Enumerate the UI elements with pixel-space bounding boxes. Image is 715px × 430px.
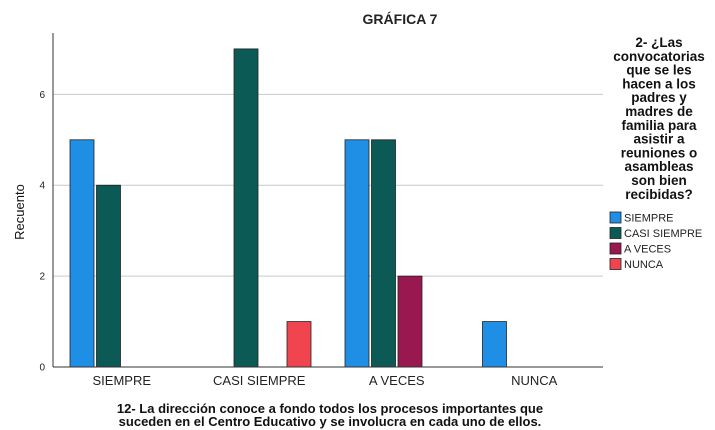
legend-title-line: recibidas?	[625, 187, 693, 202]
legend-title-line: son bien	[631, 173, 687, 188]
y-tick-label: 0	[39, 363, 45, 374]
y-tick-label: 2	[39, 272, 45, 283]
bar-a-veces-a-veces	[397, 275, 423, 368]
legend-entry-label: A VECES	[624, 244, 671, 256]
bar-siempre-nunca	[482, 321, 507, 368]
legend-title-line: convocatorias	[613, 49, 705, 64]
legend-title-line: hacen a los	[622, 76, 696, 91]
axes	[52, 33, 603, 368]
bar-siempre-a-veces	[344, 139, 370, 368]
legend-title-line: asambleas	[624, 159, 693, 174]
legend-title-line: padres y	[631, 90, 687, 105]
bar-casi-siempre-casi-siempre	[233, 48, 259, 368]
x-axis-label: 12- La dirección conoce a fondo todos lo…	[117, 401, 543, 429]
legend-entry-label: SIEMPRE	[624, 213, 674, 225]
bar-casi-siempre-siempre	[96, 184, 121, 368]
bar-nunca-casi-siempre	[286, 321, 312, 368]
x-category-label: NUNCA	[511, 373, 558, 388]
x-axis-label-line: 12- La dirección conoce a fondo todos lo…	[117, 401, 543, 416]
x-category-label: SIEMPRE	[92, 373, 151, 388]
legend-title-line: asistir a	[633, 132, 685, 147]
chart-title: GRÁFICA 7	[363, 11, 438, 27]
legend-swatch	[609, 227, 622, 239]
legend-swatch	[609, 242, 622, 255]
x-axis-label-line: suceden en el Centro Educativo y se invo…	[119, 414, 542, 429]
legend-title-line: 2- ¿Las	[635, 35, 682, 50]
legend-title-line: familia para	[621, 118, 697, 133]
legend-title-line: que se les	[626, 63, 691, 78]
legend-entry-label: CASI SIEMPRE	[624, 228, 702, 240]
legend-swatch	[609, 258, 622, 270]
legend-entry-label: NUNCA	[624, 259, 664, 271]
bars: SIEMPRE CASI SIEMPRE A VECES NUNCA	[69, 48, 558, 388]
x-category-label: CASI SIEMPRE	[213, 373, 306, 388]
bar-siempre-siempre	[69, 139, 95, 368]
legend-title-line: reuniones o	[621, 145, 698, 160]
bar-casi-siempre-a-veces	[371, 139, 396, 368]
y-tick-label: 4	[39, 181, 45, 192]
y-tick-label: 6	[39, 90, 45, 101]
legend-swatch	[609, 211, 622, 224]
y-axis-label: Recuento	[12, 184, 27, 240]
x-category-label: A VECES	[369, 373, 425, 388]
grid: 0 2 4 6	[39, 90, 603, 374]
legend-title-line: madres de	[625, 104, 693, 119]
